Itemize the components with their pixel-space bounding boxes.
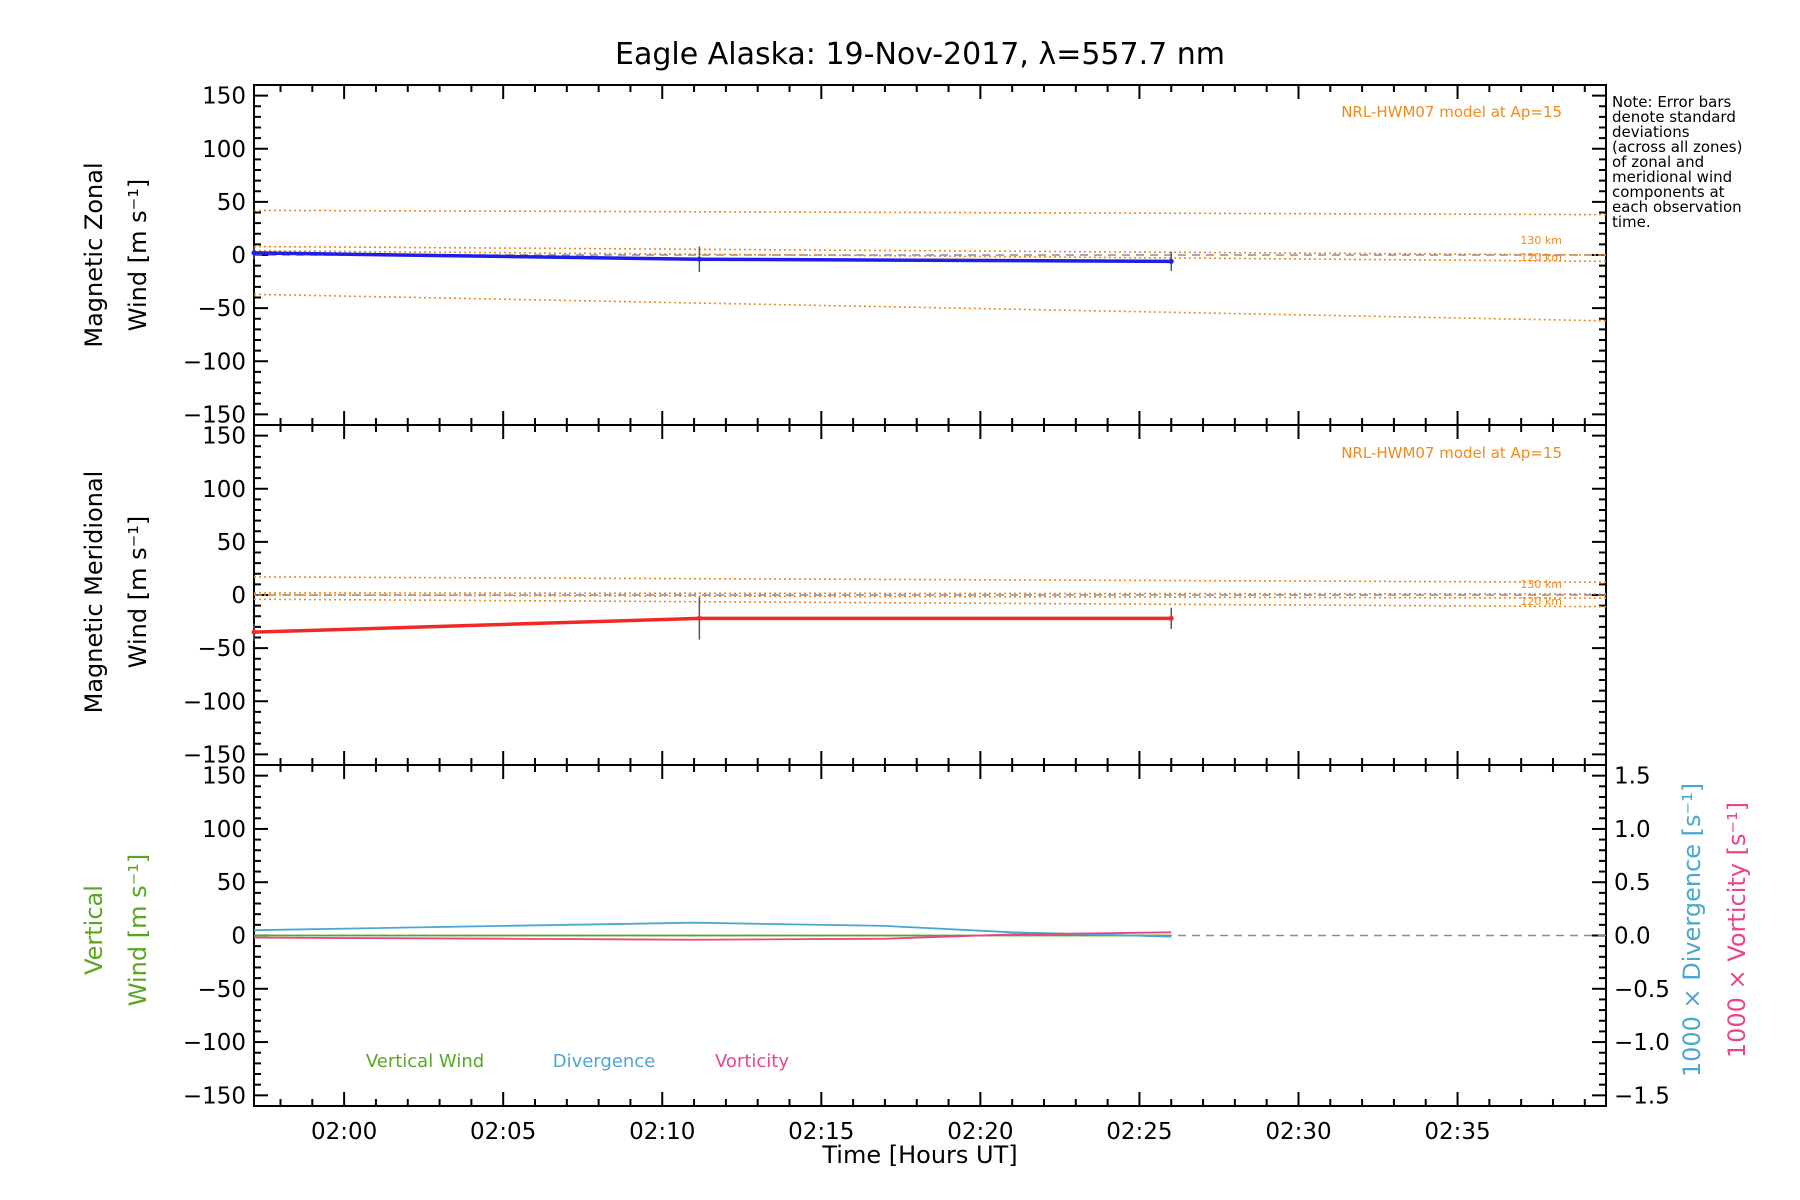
- y-tick-label: 100: [202, 817, 246, 843]
- x-tick-label: 02:20: [947, 1119, 1013, 1145]
- note-line: each observation: [1612, 198, 1742, 216]
- zonal-altitude-label-120: 120 km: [1520, 251, 1562, 264]
- y2-tick-label: 1.5: [1614, 764, 1651, 790]
- x-tick-label: 02:05: [470, 1119, 536, 1145]
- y-tick-label: 150: [202, 84, 246, 110]
- model-130km-line: [253, 592, 1607, 595]
- vorticity-line: [253, 931, 1172, 941]
- x-axis-label: Time [Hours UT]: [821, 1141, 1017, 1169]
- x-tick-label: 02:10: [629, 1119, 695, 1145]
- y-tick-label: −150: [183, 402, 246, 428]
- note-line: of zonal and: [1612, 153, 1704, 171]
- y-tick-label: 100: [202, 137, 246, 163]
- y-tick-label: 50: [217, 190, 246, 216]
- legend-divergence: Divergence: [553, 1051, 656, 1072]
- chart-title: Eagle Alaska: 19-Nov-2017, λ=557.7 nm: [615, 37, 1225, 72]
- panel-2-ylabel: Vertical Wind [m s⁻¹]: [80, 854, 152, 1006]
- zonal-model-label: NRL-HWM07 model at Ap=15: [1341, 103, 1562, 121]
- note-line: denote standard: [1612, 108, 1736, 126]
- note-line: (across all zones): [1612, 138, 1742, 156]
- y-tick-label: −100: [183, 689, 246, 715]
- y-tick-label: −150: [183, 742, 246, 768]
- vorticity-y2label: 1000 × Vorticity [s⁻¹]: [1723, 802, 1751, 1058]
- model-lower-line: [253, 293, 1607, 322]
- model-labels: NRL-HWM07 model at Ap=15 130 km 120 km N…: [1341, 103, 1562, 608]
- y-tick-label: 100: [202, 477, 246, 503]
- note-line: deviations: [1612, 123, 1690, 141]
- y-tick-label: 0: [231, 243, 246, 269]
- meridional-model-label: NRL-HWM07 model at Ap=15: [1341, 444, 1562, 462]
- vertical-ylabel-line1: Vertical: [80, 885, 108, 975]
- note-line: meridional wind: [1612, 168, 1732, 186]
- legend-vorticity: Vorticity: [715, 1051, 789, 1072]
- legend-vertical-wind: Vertical Wind: [366, 1051, 484, 1072]
- note-line: components at: [1612, 183, 1725, 201]
- zonal-ylabel-line1: Magnetic Zonal: [80, 162, 108, 347]
- x-tick-label: 02:30: [1265, 1119, 1331, 1145]
- model-upper-line: [253, 576, 1607, 584]
- y-tick-label: −100: [183, 349, 246, 375]
- right-axis-labels: 1000 × Divergence [s⁻¹] 1000 × Vorticity…: [1678, 783, 1751, 1077]
- panel-0-ylabel: Magnetic Zonal Wind [m s⁻¹]: [80, 162, 152, 347]
- note-line: Note: Error bars: [1612, 93, 1732, 111]
- divergence-y2label: 1000 × Divergence [s⁻¹]: [1678, 783, 1706, 1077]
- legend: Vertical Wind Divergence Vorticity: [366, 1051, 790, 1072]
- vertical-ylabel-line2: Wind [m s⁻¹]: [124, 854, 152, 1006]
- model-120km-line: [253, 594, 1607, 599]
- data-point: [696, 256, 702, 262]
- data-point: [696, 615, 702, 621]
- meridional-altitude-label-130: 130 km: [1520, 578, 1562, 591]
- meridional-ylabel-line2: Wind [m s⁻¹]: [124, 516, 152, 668]
- y-tick-label: −50: [197, 977, 246, 1003]
- data-point: [1168, 258, 1174, 264]
- data-point: [1168, 615, 1174, 621]
- x-tick-label: 02:00: [311, 1119, 377, 1145]
- y-tick-label: 50: [217, 870, 246, 896]
- y2-tick-label: −0.5: [1614, 977, 1670, 1003]
- zonal-ylabel-line2: Wind [m s⁻¹]: [124, 179, 152, 331]
- zonal-wind-panel: 150 100 50 0 −50 −100 −150: [183, 84, 1607, 428]
- y2-tick-label: 1.0: [1614, 817, 1651, 843]
- vertical-wind-panel: 150 100 50 0 −50 −100 −150 1.5 1.0 0.5 0.0 −0.5 −1.0…: [183, 764, 1670, 1145]
- y-tick-label: −50: [197, 296, 246, 322]
- y2-tick-label: 0.5: [1614, 870, 1651, 896]
- note-text: Note: Error bars denote standard deviati…: [1612, 93, 1742, 231]
- meridional-wind-panel: 150 100 50 0 −50 −100 −150: [183, 424, 1607, 768]
- meridional-altitude-label-120: 120 km: [1520, 595, 1562, 608]
- data-point: [251, 250, 257, 256]
- panel-1-ylabel: Magnetic Meridional Wind [m s⁻¹]: [80, 471, 152, 714]
- x-tick-label: 02:35: [1424, 1119, 1490, 1145]
- y2-tick-label: −1.5: [1614, 1083, 1670, 1109]
- y2-tick-label: −1.0: [1614, 1030, 1670, 1056]
- y-tick-label: 150: [202, 424, 246, 450]
- x-tick-label: 02:15: [788, 1119, 854, 1145]
- y-tick-label: 0: [231, 583, 246, 609]
- y-tick-label: 50: [217, 530, 246, 556]
- y-tick-label: −100: [183, 1030, 246, 1056]
- model-130km-line: [253, 245, 1607, 256]
- zonal-altitude-label-130: 130 km: [1520, 234, 1562, 247]
- model-120km-line: [253, 249, 1607, 263]
- y-tick-label: −150: [183, 1083, 246, 1109]
- divergence-line: [253, 921, 1172, 938]
- y-tick-label: 150: [202, 764, 246, 790]
- y-tick-label: 0: [231, 924, 246, 950]
- data-point: [251, 629, 257, 635]
- y-tick-label: −50: [197, 636, 246, 662]
- x-tick-label: 02:25: [1106, 1119, 1172, 1145]
- note-line: time.: [1612, 213, 1651, 231]
- y2-tick-label: 0.0: [1614, 924, 1651, 950]
- model-upper-line: [253, 209, 1607, 216]
- meridional-ylabel-line1: Magnetic Meridional: [80, 471, 108, 714]
- model-lower-line: [253, 598, 1607, 608]
